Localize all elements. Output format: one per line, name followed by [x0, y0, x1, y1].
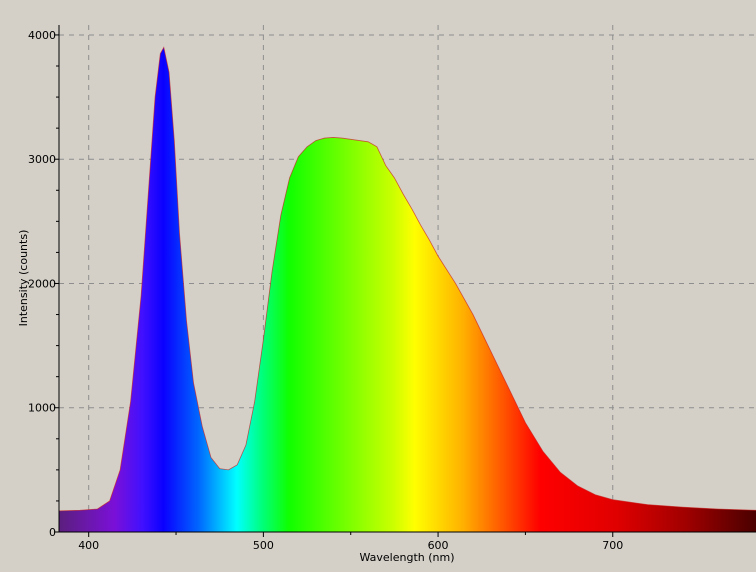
y-tick-label: 0 — [49, 526, 56, 539]
spectrum-edge — [59, 46, 756, 512]
spectrum-area — [59, 47, 756, 532]
x-tick-label: 400 — [78, 539, 99, 552]
x-axis-label: Wavelength (nm) — [359, 551, 454, 564]
x-tick-label: 500 — [253, 539, 274, 552]
x-ticks: 400 500 600 700 — [78, 532, 623, 552]
y-axis-label: Intensity (counts) — [17, 230, 30, 327]
y-tick-label: 3000 — [28, 153, 56, 166]
y-tick-label: 2000 — [28, 277, 56, 290]
y-ticks: 0 1000 2000 3000 4000 — [28, 29, 59, 539]
x-tick-label: 600 — [428, 539, 449, 552]
y-tick-label: 1000 — [28, 402, 56, 415]
y-tick-label: 4000 — [28, 29, 56, 42]
x-tick-label: 700 — [602, 539, 623, 552]
